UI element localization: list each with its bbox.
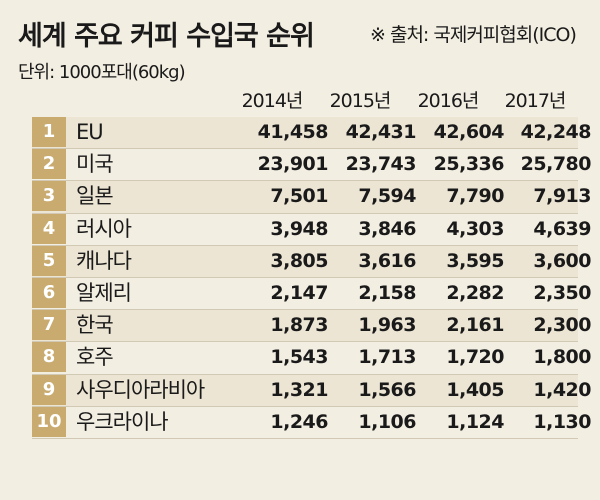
chart-title: 세계 주요 커피 수입국 순위 <box>18 21 315 52</box>
value-cell: 1,713 <box>358 346 416 369</box>
value-cell: 2,282 <box>446 281 504 304</box>
value-cell: 1,321 <box>270 378 328 401</box>
value-cell: 25,336 <box>433 153 505 176</box>
country-name: 한국 <box>76 313 114 338</box>
value-cell: 1,543 <box>270 346 328 369</box>
value-cell: 7,790 <box>446 185 504 208</box>
country-name: 호주 <box>76 345 114 370</box>
rank-badge: 2 <box>32 149 66 180</box>
table-row: 6 알제리 2,147 2,158 2,282 2,350 <box>32 277 592 311</box>
value-cell: 1,106 <box>358 410 416 433</box>
table-row: 7 한국 1,873 1,963 2,161 2,300 <box>32 310 592 343</box>
value-cell: 1,800 <box>533 346 591 369</box>
value-cell: 4,639 <box>533 217 591 240</box>
value-cell: 1,420 <box>533 378 591 401</box>
rank-badge: 6 <box>32 277 66 308</box>
rank-badge: 4 <box>32 213 66 244</box>
value-cell: 3,595 <box>446 249 504 272</box>
country-name: EU <box>76 120 104 144</box>
country-name: 일본 <box>76 184 114 209</box>
country-name: 알제리 <box>76 280 132 305</box>
column-headers: 2014년 2015년 2016년 2017년 <box>0 86 600 116</box>
value-cell: 42,431 <box>345 121 417 143</box>
chart-unit: 단위: 1000포대(60kg) <box>18 62 186 83</box>
value-cell: 23,901 <box>257 153 329 176</box>
table-row: 3 일본 7,501 7,594 7,790 7,913 <box>32 181 592 214</box>
country-name: 우크라이나 <box>76 409 169 434</box>
value-cell: 25,780 <box>520 153 592 176</box>
table-row: 9 사우디아라비아 1,321 1,566 1,405 1,420 <box>32 374 592 407</box>
table-row: 10 우크라이나 1,246 1,106 1,124 1,130 <box>32 406 592 439</box>
table-row: 5 캐나다 3,805 3,616 3,595 3,600 <box>32 245 592 278</box>
value-cell: 3,846 <box>358 217 416 240</box>
value-cell: 3,616 <box>358 249 416 272</box>
value-cell: 2,350 <box>533 281 591 304</box>
country-name: 사우디아라비아 <box>76 377 205 402</box>
value-cell: 1,246 <box>270 410 328 433</box>
chart-source: ※ 출처: 국제커피협회(ICO) <box>370 24 577 46</box>
rank-badge: 7 <box>32 310 66 341</box>
value-cell: 2,300 <box>533 314 591 337</box>
value-cell: 3,948 <box>270 217 328 240</box>
value-cell: 1,566 <box>358 378 416 401</box>
value-cell: 2,158 <box>358 281 416 304</box>
country-name: 러시아 <box>76 216 132 241</box>
value-cell: 4,303 <box>446 217 504 240</box>
value-cell: 2,147 <box>270 281 328 304</box>
country-name: 미국 <box>76 152 114 177</box>
table-row: 4 러시아 3,948 3,846 4,303 4,639 <box>32 213 592 246</box>
table-row: 8 호주 1,543 1,713 1,720 1,800 <box>32 342 592 375</box>
value-cell: 42,248 <box>520 121 592 143</box>
value-cell: 2,161 <box>446 314 504 337</box>
rank-badge: 5 <box>32 245 66 276</box>
column-header-2016: 2016년 <box>417 90 480 112</box>
table-row: 2 미국 23,901 23,743 25,336 25,780 <box>32 149 592 182</box>
rank-badge: 8 <box>32 342 66 373</box>
value-cell: 23,743 <box>345 153 417 176</box>
value-cell: 1,124 <box>446 410 504 433</box>
value-cell: 1,720 <box>446 346 504 369</box>
value-cell: 1,963 <box>358 314 416 337</box>
column-header-2015: 2015년 <box>329 90 392 112</box>
value-cell: 7,501 <box>270 185 328 208</box>
value-cell: 41,458 <box>257 121 329 143</box>
rank-badge: 1 <box>32 117 66 147</box>
value-cell: 3,600 <box>533 249 591 272</box>
value-cell: 1,405 <box>446 378 504 401</box>
value-cell: 42,604 <box>433 121 505 143</box>
column-header-2017: 2017년 <box>504 90 567 112</box>
value-cell: 1,130 <box>533 410 591 433</box>
value-cell: 1,873 <box>270 314 328 337</box>
rank-badge: 10 <box>32 406 66 437</box>
ranking-table: 1 EU 41,458 42,431 42,604 42,248 2 미국 23,901 23,7… <box>32 117 592 439</box>
rank-badge: 3 <box>32 181 66 212</box>
column-header-2014: 2014년 <box>241 90 304 112</box>
rank-badge: 9 <box>32 374 66 405</box>
table-row: 1 EU 41,458 42,431 42,604 42,248 <box>32 117 592 150</box>
country-name: 캐나다 <box>76 248 132 273</box>
value-cell: 7,913 <box>533 185 591 208</box>
value-cell: 3,805 <box>270 249 328 272</box>
value-cell: 7,594 <box>358 185 416 208</box>
